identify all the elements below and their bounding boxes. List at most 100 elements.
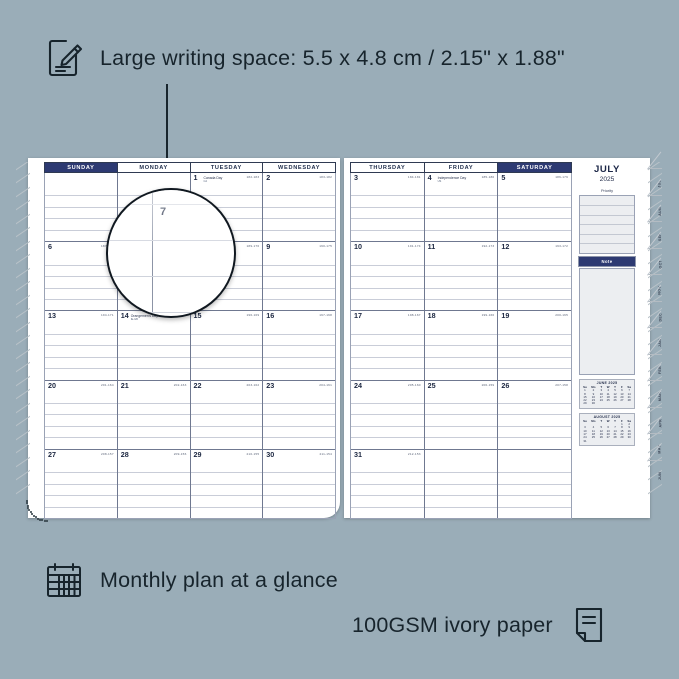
ruled-lines [117, 322, 190, 379]
month-tab-sep[interactable]: SEP [647, 204, 662, 247]
ruled-lines [351, 253, 424, 310]
day-cell[interactable]: 22 203-162 [190, 380, 264, 449]
note-box[interactable] [579, 268, 635, 375]
week-row: 31 212-153 [351, 449, 572, 518]
ruled-lines [351, 322, 424, 379]
day-cell[interactable] [45, 173, 118, 242]
day-cell[interactable]: 24 205-160 [351, 380, 425, 449]
day-of-year: 197-168 [319, 313, 332, 318]
day-cell[interactable]: 21 202-163 [117, 380, 191, 449]
month-tab-jan[interactable]: JAN [647, 310, 662, 353]
ruled-lines [263, 253, 335, 310]
day-cell[interactable]: 4 185-180 Independence Day US [424, 173, 499, 242]
ruled-lines [263, 322, 335, 379]
mini-weekday-header: Sa [627, 418, 631, 423]
day-cell[interactable]: 28 209-156 [117, 449, 191, 518]
day-cell[interactable]: 11 192-173 [424, 242, 499, 311]
mini-day-cell: 22 [583, 398, 587, 403]
mini-weekday-header: Mo [591, 418, 596, 423]
day-cell[interactable]: 27 208-157 [45, 449, 118, 518]
day-number: 14 [120, 311, 129, 321]
day-cell[interactable]: 16 197-168 [263, 311, 335, 379]
month-tab-feb[interactable]: FEB [647, 337, 662, 380]
mini-day-cell: 13 [620, 391, 624, 396]
month-tab-nov[interactable]: NOV [647, 257, 662, 300]
ruled-lines [498, 322, 572, 379]
week-row: 20 201-164 21 202-163 22 203-162 23 204-161 [45, 380, 335, 450]
planner-left-page[interactable]: SUNDAY MONDAY TUESDAY WEDNESDAY 1 182-183 Can… [16, 158, 340, 522]
mini-day-cell: 8 [621, 425, 623, 430]
mini-week-row: 22 23 24 25 26 27 28 [581, 398, 633, 403]
day-cell[interactable] [498, 450, 572, 518]
month-thumb-tabs[interactable]: JUL AUG SEP OCT NOV DEC JAN FEB MAR APR MAY JUN [647, 151, 662, 504]
month-tab-aug[interactable]: AUG [647, 178, 662, 221]
day-number: 5 [501, 173, 506, 182]
month-side-panel: JULY 2025 Priority Note JUNE 2025 Su Mo T W T… [576, 162, 638, 514]
mini-day-cell: 31 [583, 438, 587, 443]
mini-day-cell: 3 [584, 425, 586, 430]
day-cell[interactable]: 26 207-158 [498, 381, 572, 449]
mini-day-cell: 15 [583, 394, 587, 399]
day-cell[interactable]: 5 186-179 [498, 173, 572, 241]
day-number: 13 [48, 311, 56, 321]
day-cell[interactable]: 10 191-174 [351, 242, 425, 311]
month-tab-mar[interactable]: MAR [647, 363, 662, 406]
day-cell[interactable]: 2 183-182 [263, 173, 335, 241]
mini-day-cell: 19 [613, 394, 617, 399]
mini-calendar-table: Su Mo T W T F Sa 1 2 3 4 5 6 7 8 9 10 11 12 13 14 15 16 17 18 19 2… [581, 385, 633, 406]
day-number: 2 [266, 173, 271, 182]
day-cell[interactable]: 9 190-175 [263, 242, 335, 310]
mini-day-cell: 12 [599, 428, 603, 433]
mini-week-row: 10 11 12 13 14 15 16 [581, 428, 633, 433]
weekday-header-sunday: SUNDAY [44, 162, 117, 173]
month-tab-apr[interactable]: APR [647, 390, 662, 433]
day-cell[interactable]: 3 184-181 [351, 173, 425, 242]
day-of-year: 212-153 [407, 451, 421, 456]
magnifier-lens: 7 188-177 8 14 Orangemen's Day IE GB 195… [106, 188, 236, 318]
mini-day-cell: 13 [606, 428, 610, 433]
day-cell[interactable]: 15 196-169 [190, 311, 264, 380]
day-cell[interactable]: 12 193-172 [498, 242, 572, 310]
priority-box[interactable] [579, 195, 635, 254]
day-cell[interactable] [424, 449, 499, 518]
day-cell[interactable]: 18 199-166 [424, 311, 499, 380]
month-tab-may[interactable]: MAY [647, 416, 662, 459]
holiday-region-flag: CA [203, 180, 208, 183]
mini-day-cell: 27 [620, 398, 624, 403]
day-number: 18 [427, 311, 436, 321]
feature-ivory-paper: 100GSM ivory paper [352, 603, 611, 647]
mini-day-cell [625, 402, 633, 405]
day-cell[interactable]: 30 211-154 [263, 450, 335, 518]
month-tab-oct[interactable]: OCT [647, 231, 662, 274]
ruled-lines [190, 322, 263, 379]
day-cell[interactable]: 19 200-165 [498, 311, 572, 379]
planner-right-page[interactable]: THURSDAY FRIDAY SATURDAY 3 184-181 4 185-180 I… [344, 151, 662, 519]
mini-day-cell: 22 [620, 431, 624, 436]
mini-day-cell: 16 [591, 394, 595, 399]
day-of-year: 193-172 [555, 244, 569, 249]
weekday-header-friday: FRIDAY [423, 162, 498, 173]
month-tab-jul[interactable]: JUL [647, 151, 662, 194]
mini-day-cell: 5 [614, 388, 616, 393]
day-cell[interactable]: 29 210-155 [190, 449, 264, 518]
mini-weekday-header: F [621, 418, 623, 423]
day-cell[interactable]: 25 206-159 [424, 380, 499, 449]
day-cell[interactable]: 17 198-167 [351, 311, 425, 380]
weekday-header-thursday: THURSDAY [350, 162, 424, 173]
month-tab-dec[interactable]: DEC [647, 284, 662, 327]
mini-day-cell: 9 [592, 391, 595, 396]
day-number: 25 [427, 380, 436, 390]
mini-day-cell: 29 [583, 401, 587, 406]
month-tab-jun[interactable]: JUN [647, 443, 662, 486]
day-cell[interactable]: 20 201-164 [45, 380, 118, 449]
mini-weekday-header: Mo [591, 385, 596, 389]
day-cell[interactable]: 23 204-161 [263, 381, 335, 449]
mini-day-cell: 14 [613, 428, 617, 433]
day-cell[interactable]: 13 194-171 [45, 311, 118, 380]
week-row: 10 191-174 11 192-173 12 193-172 [351, 242, 572, 312]
mini-day-cell: 24 [583, 435, 587, 440]
day-of-year: 191-174 [407, 244, 421, 249]
mini-day-cell: 16 [627, 428, 631, 433]
day-cell[interactable]: 31 212-153 [351, 449, 425, 518]
